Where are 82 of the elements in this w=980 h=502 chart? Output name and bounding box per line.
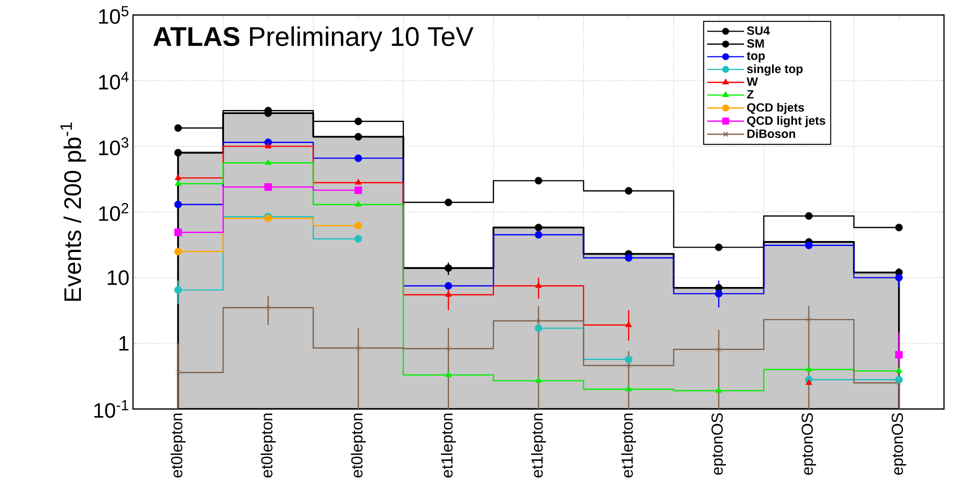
point (896, 380, 902, 386)
point (354, 154, 362, 162)
point (174, 174, 182, 180)
point (624, 356, 632, 364)
point (444, 282, 452, 290)
legend-label: top (746, 52, 765, 62)
point (806, 379, 812, 385)
point (354, 118, 362, 126)
y-tick-label: 10$^{5}$ (99, 6, 128, 24)
legend-label: SM (747, 39, 764, 48)
x-tick-label: eptonOS (892, 413, 906, 475)
point (265, 304, 271, 310)
point (356, 345, 362, 351)
point (895, 274, 903, 282)
point (354, 235, 362, 243)
point (445, 290, 452, 297)
point (446, 346, 452, 352)
point (534, 230, 542, 239)
point (534, 324, 542, 332)
point (806, 366, 812, 372)
point (535, 282, 542, 288)
x-tick-label: et1lepton (621, 414, 636, 478)
point (174, 200, 182, 208)
point (174, 148, 182, 156)
legend-label: DiBoson (747, 129, 796, 138)
point (895, 224, 903, 232)
point (174, 286, 182, 294)
point (354, 178, 362, 185)
point (444, 264, 452, 272)
legend-label: Z (747, 90, 754, 98)
point (264, 142, 272, 148)
point (174, 248, 182, 256)
point (534, 176, 542, 184)
point (624, 187, 632, 195)
x-tick-label: eptonOS (712, 413, 726, 475)
x-tick-label: et1lepton (440, 414, 456, 478)
point (625, 385, 632, 392)
point (625, 321, 632, 328)
point (444, 198, 452, 206)
y-tick-label: 10$^{3}$ (99, 137, 128, 156)
x-tick-label: et1lepton (531, 414, 546, 478)
point (896, 367, 902, 373)
point (354, 132, 362, 141)
point (445, 371, 452, 377)
x-tick-label: et0lepton (170, 414, 186, 478)
point (264, 183, 272, 191)
point (714, 244, 723, 252)
legend-label: QCD bjets (747, 102, 804, 114)
point (624, 254, 632, 262)
point (626, 362, 632, 368)
y-tick-label: 1 (119, 336, 128, 351)
y-axis-title: Events / 200 pb$^{-1}$ (60, 122, 86, 301)
point (354, 222, 362, 230)
point (715, 386, 722, 393)
legend-label: W (746, 77, 758, 86)
point (264, 159, 272, 165)
point (536, 318, 542, 324)
point (174, 180, 182, 186)
legend-label: SU4 (747, 26, 770, 35)
point (714, 290, 723, 298)
point (354, 186, 362, 194)
point (805, 212, 813, 220)
point (535, 376, 542, 383)
point (895, 350, 903, 359)
point (174, 124, 182, 132)
legend-label: single top (747, 64, 803, 76)
point (174, 228, 182, 236)
x-tick-label: et0lepton (350, 414, 366, 478)
y-tick-label: 10$^{-1}$ (94, 400, 128, 418)
point (716, 346, 722, 352)
point (354, 200, 362, 207)
x-tick-label: eptonOS (802, 413, 816, 475)
x-tick-label: et0lepton (260, 414, 276, 478)
y-tick-label: 10 (108, 270, 129, 286)
y-tick-label: 10$^{2}$ (99, 203, 128, 221)
point (806, 316, 812, 322)
point (175, 370, 181, 376)
point (805, 242, 813, 250)
point (534, 224, 542, 232)
legend-label: QCD light jets (747, 116, 826, 128)
chart-title: ATLAS Preliminary 10 TeV (153, 26, 474, 52)
y-tick-label: 10$^{4}$ (99, 72, 129, 90)
